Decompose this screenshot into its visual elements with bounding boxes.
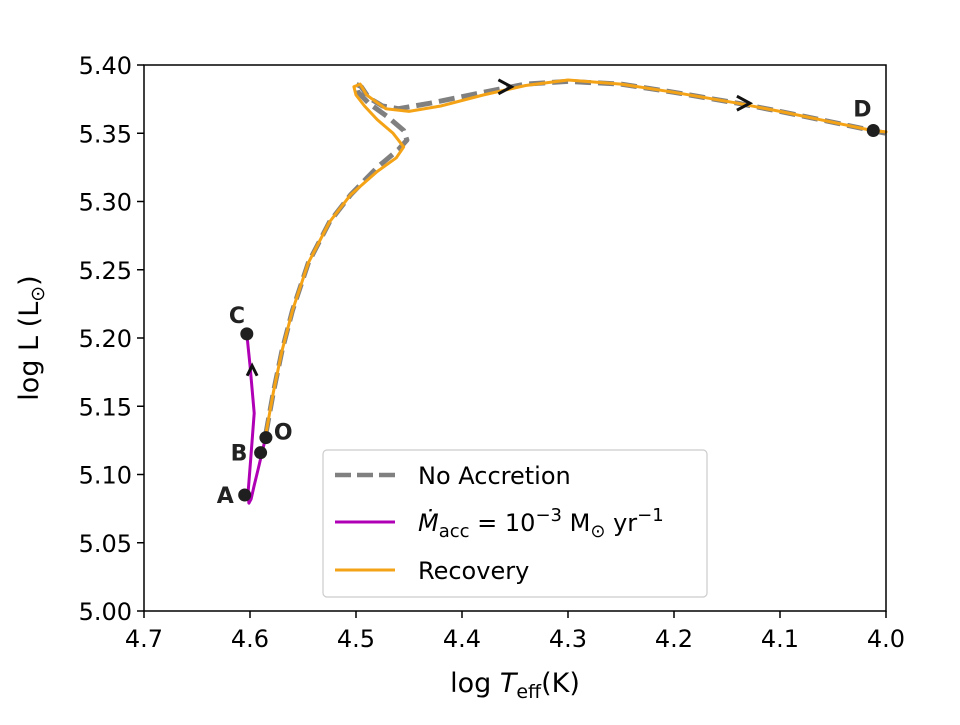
- series-layer: [245, 78, 888, 505]
- direction-arrow-marker: [497, 78, 515, 96]
- point-label-d: D: [853, 98, 871, 123]
- mdot-sun-symbol: ⊙: [590, 521, 605, 542]
- y-label-close: ): [14, 275, 45, 286]
- y-tick-label: 5.40: [79, 52, 132, 80]
- plot-frame: [143, 64, 887, 612]
- y-label-sym: ⊙: [27, 286, 49, 302]
- mdot-symbol: Ṁ: [418, 508, 439, 537]
- legend-label-no-accretion: No Accretion: [418, 462, 571, 490]
- y-tick-label: 5.35: [79, 120, 132, 148]
- mdot-unit: M: [562, 509, 590, 537]
- y-label-main: log L (L: [14, 302, 45, 401]
- x-axis-label: log Teff(K): [450, 668, 580, 703]
- y-axis-label: log L (L⊙): [14, 275, 49, 400]
- y-tick-label: 5.05: [79, 530, 132, 558]
- x-tick-label: 4.1: [761, 625, 799, 653]
- series-line-accretion: [245, 332, 268, 505]
- point-label-a: A: [217, 484, 234, 509]
- mdot-exponent: −3: [535, 505, 562, 526]
- direction-arrow-marker: [736, 94, 754, 112]
- y-axis-ticks: 5.00 5.05 5.10 5.15 5.20 5.25 5.30 5.35 5.40: [79, 52, 144, 626]
- direction-marker-layer: [245, 78, 754, 377]
- point-label-b: B: [231, 442, 248, 467]
- x-label-var: T: [500, 668, 519, 699]
- mdot-yr: yr: [605, 509, 637, 537]
- x-label-sub: eff: [516, 681, 542, 703]
- point-marker-a: [238, 488, 252, 502]
- labeled-points-layer: AB O C D: [217, 98, 880, 509]
- point-label-c: C: [229, 304, 245, 329]
- x-tick-label: 4.3: [549, 625, 587, 653]
- y-tick-label: 5.25: [79, 257, 132, 285]
- x-label-main: log: [450, 668, 500, 699]
- mdot-subscript: acc: [439, 521, 470, 542]
- legend-label-recovery: Recovery: [418, 557, 529, 585]
- y-tick-label: 5.30: [79, 189, 132, 217]
- x-tick-label: 4.5: [337, 625, 375, 653]
- legend-label-accretion: Ṁacc = 10−3 M⊙ yr−1: [418, 505, 664, 542]
- x-tick-label: 4.0: [867, 625, 905, 653]
- x-tick-label: 4.6: [231, 625, 269, 653]
- x-label-unit: (K): [541, 668, 580, 699]
- series-line-no-accretion: [263, 78, 887, 435]
- x-tick-label: 4.2: [655, 625, 693, 653]
- y-tick-label: 5.20: [79, 325, 132, 353]
- direction-arrow-marker: [245, 362, 259, 377]
- point-marker-o: [259, 431, 273, 445]
- x-axis-ticks: 4.7 4.6 4.5 4.4 4.3 4.2 4.1 4.0: [125, 611, 905, 653]
- series-line-recovery: [264, 78, 888, 436]
- point-label-o: O: [274, 421, 293, 446]
- legend-box: [322, 449, 708, 598]
- point-marker-d: [866, 124, 880, 138]
- y-tick-label: 5.00: [79, 598, 132, 626]
- y-tick-label: 5.10: [79, 462, 132, 490]
- x-tick-label: 4.7: [125, 625, 163, 653]
- legend: No Accretion Ṁacc = 10−3 M⊙ yr−1 Recover…: [322, 449, 708, 598]
- point-marker-b: [254, 446, 268, 460]
- mdot-equals: = 10: [470, 509, 536, 537]
- mdot-yr-exponent: −1: [637, 505, 664, 526]
- point-marker-c: [240, 327, 254, 341]
- y-tick-label: 5.15: [79, 393, 132, 421]
- x-tick-label: 4.4: [443, 625, 481, 653]
